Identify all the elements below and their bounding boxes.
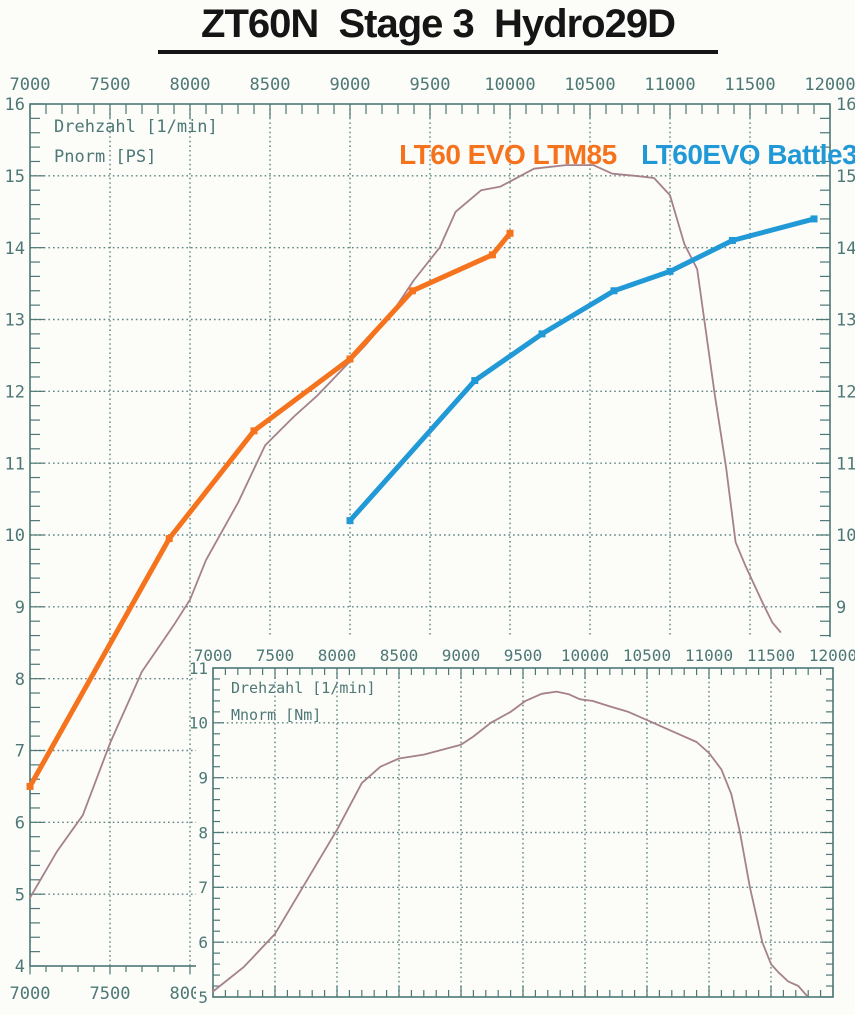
svg-text:8000: 8000 [318,646,357,665]
svg-text:12: 12 [836,382,855,402]
svg-text:8000: 8000 [170,75,211,95]
power-xlabel: Drehzahl [1/min] [54,117,218,137]
svg-text:9: 9 [836,598,846,618]
grid [213,668,833,997]
svg-text:16: 16 [836,95,855,115]
svg-text:5: 5 [15,885,25,905]
svg-text:7500: 7500 [90,75,131,95]
svg-text:7: 7 [198,878,208,897]
svg-text:12000: 12000 [809,646,855,665]
chart-title: ZT60N Stage 3 Hydro29D [158,2,718,54]
svg-text:11: 11 [836,454,855,474]
svg-text:13: 13 [5,311,25,331]
svg-text:10500: 10500 [623,646,671,665]
svg-text:14: 14 [836,239,855,259]
svg-text:10: 10 [189,714,208,733]
svg-text:15: 15 [5,167,25,187]
svg-text:8: 8 [15,670,25,690]
svg-text:6: 6 [198,933,208,952]
svg-text:8500: 8500 [380,646,419,665]
svg-text:7000: 7000 [10,984,51,1004]
svg-text:9000: 9000 [330,75,371,95]
svg-text:11000: 11000 [685,646,733,665]
series-lt60evo-battle3 [346,215,818,525]
series-zt60n-stage-3-hydro29d-mnorm [212,690,808,997]
legend-item-battle3: LT60EVO Battle3 [612,111,855,199]
svg-text:5: 5 [198,988,208,1007]
svg-text:9500: 9500 [504,646,543,665]
legend-label-battle3: LT60EVO Battle3 [641,139,855,171]
svg-text:11500: 11500 [747,646,795,665]
svg-text:7500: 7500 [90,984,131,1004]
svg-text:16: 16 [5,95,25,115]
svg-text:9: 9 [15,598,25,618]
svg-text:7: 7 [15,742,25,762]
power-ylabel: Pnorm [PS] [54,147,157,167]
svg-text:15: 15 [836,167,855,187]
svg-text:9500: 9500 [410,75,451,95]
svg-text:10000: 10000 [484,75,535,95]
svg-text:7000: 7000 [194,646,233,665]
svg-text:13: 13 [836,311,855,331]
svg-text:6: 6 [15,813,25,833]
svg-text:11500: 11500 [724,75,775,95]
torque-xlabel: Drehzahl [1/min] [231,679,376,697]
torque-chart: 7000 7500 8000 8500 9000 9500 10000 10500 11000 1… [189,637,855,1015]
series-lt60-evo-ltm85 [26,229,514,790]
svg-text:7000: 7000 [10,75,51,95]
legend-label-ltm85: LT60 EVO LTM85 [399,139,617,171]
svg-text:7500: 7500 [256,646,295,665]
svg-text:14: 14 [5,239,25,259]
svg-text:8: 8 [198,823,208,842]
axis-ticks [212,667,834,998]
svg-text:10000: 10000 [561,646,609,665]
tick-labels: 7000 7500 8000 8500 9000 9500 10000 10500 11000 1… [189,646,855,1007]
svg-text:9: 9 [198,768,208,787]
plot-frame [212,667,834,998]
series-zt60n-stage-3-hydro29d-pnorm [29,164,782,899]
svg-text:11: 11 [189,659,208,678]
legend-item-ltm85: LT60 EVO LTM85 [370,111,617,199]
svg-text:10: 10 [5,526,25,546]
svg-text:12: 12 [5,382,25,402]
svg-text:8500: 8500 [250,75,291,95]
svg-text:10500: 10500 [564,75,615,95]
svg-text:12000: 12000 [804,75,855,95]
svg-text:11: 11 [5,454,25,474]
svg-text:10: 10 [836,526,855,546]
torque-ylabel: Mnorm [Nm] [231,706,322,724]
svg-text:4: 4 [15,957,25,977]
svg-text:11000: 11000 [644,75,695,95]
svg-text:9000: 9000 [442,646,481,665]
